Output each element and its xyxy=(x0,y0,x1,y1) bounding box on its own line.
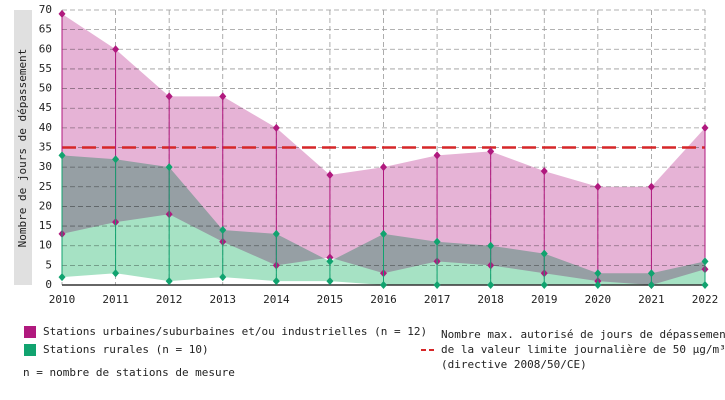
x-tick-label: 2017 xyxy=(424,293,451,306)
marker xyxy=(112,269,120,278)
marker xyxy=(540,281,548,289)
ylabel-band xyxy=(14,10,32,285)
marker xyxy=(594,182,602,191)
y-tick-label: 10 xyxy=(39,239,52,252)
y-tick-label: 30 xyxy=(39,160,52,173)
y-axis-label: Nombre de jours de dépassement xyxy=(16,49,29,248)
x-tick-label: 2016 xyxy=(370,293,397,306)
y-tick-label: 60 xyxy=(39,42,52,55)
legend-label: Stations urbaines/suburbaines et/ou indu… xyxy=(43,325,427,338)
y-tick-label: 65 xyxy=(39,23,52,36)
marker xyxy=(380,281,387,289)
x-tick-label: 2015 xyxy=(317,293,344,306)
marker xyxy=(219,92,227,101)
marker xyxy=(58,151,66,160)
marker xyxy=(165,277,173,286)
marker xyxy=(433,151,441,160)
x-tick-label: 2022 xyxy=(692,293,719,306)
y-tick-label: 25 xyxy=(39,180,52,193)
y-tick-label: 45 xyxy=(39,101,52,114)
x-tick-label: 2013 xyxy=(210,293,237,306)
marker xyxy=(594,281,602,289)
marker xyxy=(433,281,441,289)
y-tick-label: 15 xyxy=(39,219,52,232)
x-tick-label: 2018 xyxy=(477,293,504,306)
marker xyxy=(219,273,227,282)
legend-threshold-label: de la valeur limite journalière de 50 µg… xyxy=(441,343,725,356)
x-tick-label: 2014 xyxy=(263,293,290,306)
marker xyxy=(58,273,66,282)
y-tick-label: 5 xyxy=(45,258,52,271)
x-tick-label: 2010 xyxy=(49,293,76,306)
marker xyxy=(701,123,709,132)
marker xyxy=(433,237,441,246)
marker xyxy=(701,281,709,289)
y-tick-label: 50 xyxy=(39,82,52,95)
marker xyxy=(58,9,66,18)
marker xyxy=(594,269,602,278)
marker xyxy=(701,257,709,266)
marker xyxy=(272,277,280,286)
marker xyxy=(647,269,655,278)
legend-threshold-label: Nombre max. autorisé de jours de dépasse… xyxy=(441,328,725,341)
marker xyxy=(647,182,655,191)
marker xyxy=(112,45,120,54)
marker xyxy=(380,229,387,238)
marker xyxy=(219,226,227,234)
x-tick-label: 2011 xyxy=(102,293,129,306)
marker xyxy=(112,155,120,164)
legend-threshold-label: (directive 2008/50/CE) xyxy=(441,358,587,371)
marker xyxy=(540,249,548,258)
marker xyxy=(326,257,334,266)
marker xyxy=(272,229,280,238)
x-tick-label: 2019 xyxy=(531,293,558,306)
x-tick-label: 2012 xyxy=(156,293,183,306)
x-tick-label: 2021 xyxy=(638,293,665,306)
marker xyxy=(380,163,387,172)
y-tick-label: 55 xyxy=(39,62,52,75)
y-tick-label: 70 xyxy=(39,3,52,16)
legend-label: Stations rurales (n = 10) xyxy=(43,343,209,356)
marker xyxy=(540,167,548,176)
x-tick-label: 2020 xyxy=(585,293,612,306)
note: n = nombre de stations de mesure xyxy=(23,366,235,379)
y-tick-label: 35 xyxy=(39,141,52,154)
marker xyxy=(326,277,334,286)
marker xyxy=(487,147,495,156)
marker xyxy=(165,163,173,172)
marker xyxy=(647,281,655,289)
marker xyxy=(487,281,495,289)
y-tick-label: 20 xyxy=(39,199,52,212)
legend-swatch xyxy=(24,344,36,356)
y-tick-label: 40 xyxy=(39,121,52,134)
marker xyxy=(487,241,495,250)
marker xyxy=(272,123,280,132)
legend-swatch xyxy=(24,326,36,338)
marker xyxy=(165,92,173,101)
y-tick-label: 0 xyxy=(45,278,52,291)
marker xyxy=(326,171,334,179)
